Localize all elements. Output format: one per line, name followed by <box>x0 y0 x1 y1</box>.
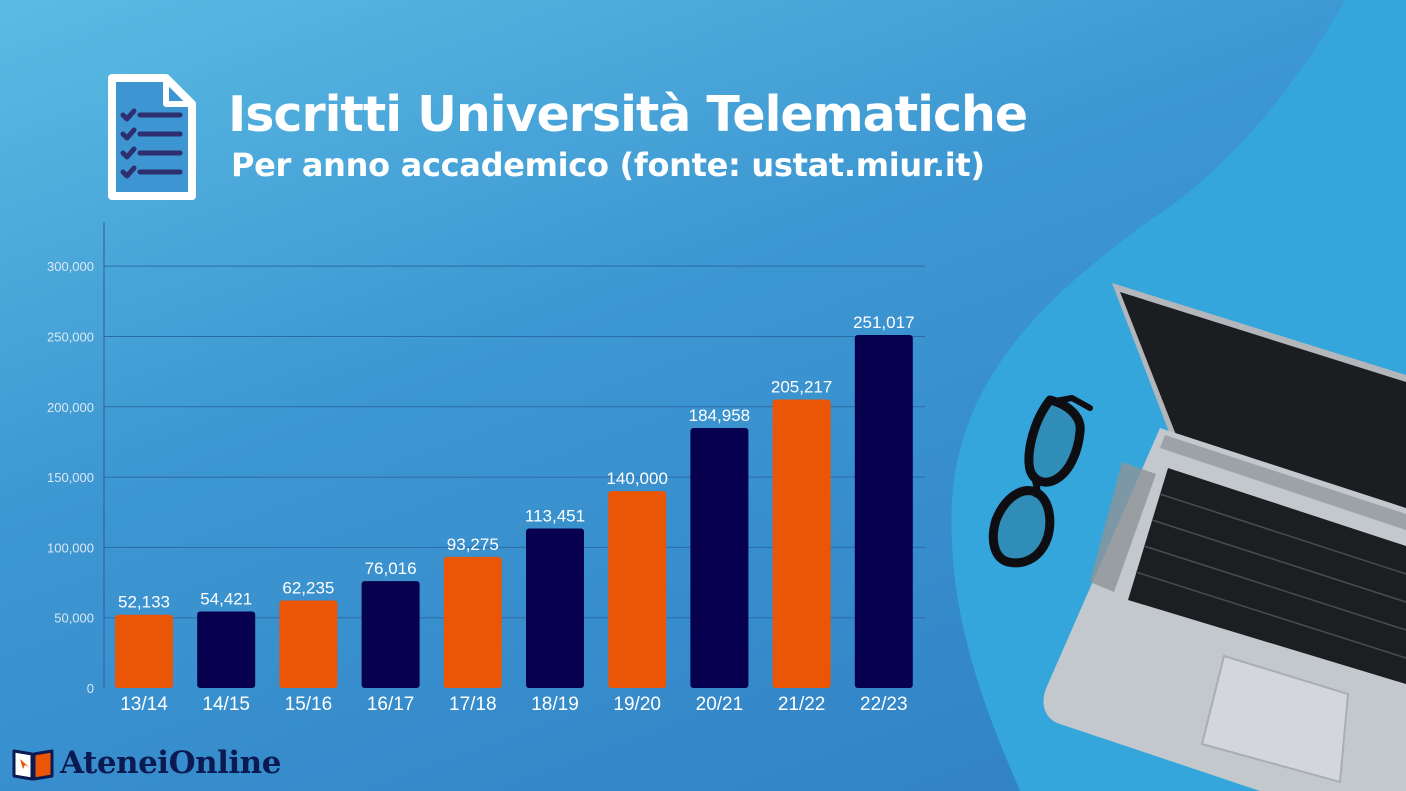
bar-value-label: 184,958 <box>689 406 750 425</box>
bar-value-label: 62,235 <box>282 578 334 597</box>
bar-value-label: 113,451 <box>525 506 585 525</box>
y-tick-label: 0 <box>87 681 94 696</box>
bar-chart: 0 50,000 100,000 150,000 200,000 250,000 300,0… <box>47 222 925 715</box>
x-tick-label: 15/16 <box>285 694 333 715</box>
bar <box>690 427 749 688</box>
bar-value-label: 76,016 <box>365 559 417 578</box>
x-tick-label: 14/15 <box>202 694 250 715</box>
logo-text: AteneiOnline <box>60 745 281 781</box>
y-tick-label: 200,000 <box>47 400 94 415</box>
checklist-document-icon <box>108 74 196 200</box>
bar <box>115 614 173 688</box>
bar <box>854 335 913 688</box>
bar-value-label: 140,000 <box>606 469 667 488</box>
x-tick-label: 18/19 <box>531 694 579 715</box>
bar <box>361 581 420 688</box>
ateneionline-logo[interactable]: AteneiOnline <box>12 740 281 786</box>
chart-title: Iscritti Università Telematiche <box>228 86 1028 143</box>
x-tick-label: 17/18 <box>449 694 497 715</box>
y-tick-label: 100,000 <box>47 540 94 555</box>
y-tick-label: 150,000 <box>47 470 94 485</box>
x-tick-label: 22/23 <box>860 694 908 715</box>
bar <box>526 528 584 688</box>
bar <box>443 556 502 688</box>
y-tick-label: 50,000 <box>54 611 94 626</box>
bar <box>772 399 831 688</box>
bar-value-label: 54,421 <box>200 589 252 608</box>
eyeglasses-illustration <box>988 395 1093 568</box>
laptop-trackpad <box>1200 654 1350 784</box>
bar <box>608 491 667 688</box>
bar-value-label: 251,017 <box>853 313 914 332</box>
open-book-icon <box>12 749 54 781</box>
bar-value-label: 205,217 <box>771 377 832 396</box>
bar <box>197 611 256 688</box>
x-tick-label: 13/14 <box>120 694 168 715</box>
labels-layer: 0 50,000 100,000 150,000 200,000 250,000 300,0… <box>47 259 915 715</box>
bar-value-label: 93,275 <box>447 535 499 554</box>
chart-subtitle: Per anno accademico (fonte: ustat.miur.i… <box>231 146 985 184</box>
laptop-keyboard <box>1128 468 1406 684</box>
x-tick-label: 16/17 <box>367 694 415 715</box>
bar-value-label: 52,133 <box>118 593 170 612</box>
bar <box>279 600 338 688</box>
y-tick-label: 300,000 <box>47 259 94 274</box>
laptop-illustration <box>988 283 1406 791</box>
x-tick-label: 19/20 <box>613 694 661 715</box>
bars-layer <box>115 335 913 688</box>
x-tick-label: 21/22 <box>778 694 826 715</box>
x-tick-label: 20/21 <box>696 694 744 715</box>
y-tick-label: 250,000 <box>47 329 94 344</box>
